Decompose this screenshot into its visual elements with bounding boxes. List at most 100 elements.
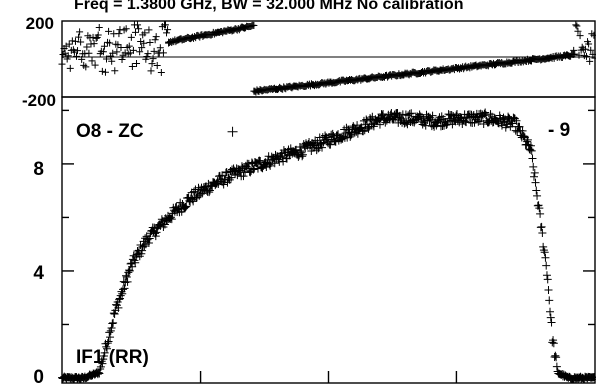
amp-point bbox=[512, 116, 521, 125]
phase-point bbox=[585, 40, 593, 48]
amp-point bbox=[256, 157, 265, 166]
phase-point bbox=[150, 47, 158, 55]
amp-point bbox=[121, 278, 130, 287]
phase-point bbox=[118, 56, 126, 64]
phase-point bbox=[65, 40, 73, 48]
phase-point bbox=[58, 60, 66, 68]
phase-tick-label-top: 200 bbox=[26, 14, 54, 33]
phase-point bbox=[101, 68, 109, 76]
phase-point bbox=[156, 44, 164, 52]
phase-point bbox=[587, 46, 595, 54]
phase-point bbox=[153, 62, 161, 70]
amp-point bbox=[221, 168, 230, 177]
amp-point bbox=[552, 353, 561, 362]
phase-point bbox=[70, 48, 78, 56]
phase-point bbox=[149, 55, 157, 63]
amp-point bbox=[122, 273, 131, 282]
amp-point bbox=[205, 186, 214, 195]
amp-point bbox=[501, 123, 510, 132]
amp-point bbox=[123, 277, 132, 286]
amp-point bbox=[115, 295, 124, 304]
amp-point bbox=[526, 145, 535, 154]
amp-point bbox=[278, 153, 287, 162]
amp-point bbox=[544, 285, 553, 294]
amp-point bbox=[375, 120, 384, 129]
amp-tick-label-0: 0 bbox=[33, 367, 44, 384]
amp-point bbox=[114, 303, 123, 312]
phase-point bbox=[159, 49, 167, 57]
phase-point bbox=[135, 25, 143, 33]
amp-point bbox=[538, 229, 547, 238]
phase-point bbox=[570, 46, 578, 54]
phase-point bbox=[111, 67, 119, 75]
phase-point bbox=[134, 21, 142, 29]
amp-point bbox=[533, 191, 542, 200]
polarization-label: IF1 (RR) bbox=[76, 347, 149, 368]
amp-point bbox=[546, 313, 555, 322]
amp-point bbox=[405, 109, 414, 118]
phase-point bbox=[66, 64, 74, 72]
phase-point bbox=[117, 44, 125, 52]
amp-point bbox=[535, 204, 544, 213]
phase-tick-label-bottom: -200 bbox=[22, 91, 56, 110]
amp-point bbox=[447, 110, 456, 119]
phase-point bbox=[250, 22, 258, 30]
amp-point bbox=[196, 190, 205, 199]
phase-point bbox=[76, 28, 84, 36]
amp-point bbox=[152, 228, 161, 237]
amp-point bbox=[98, 359, 107, 368]
amp-point bbox=[321, 131, 330, 140]
amp-point bbox=[537, 222, 546, 231]
amp-point bbox=[151, 232, 160, 241]
amp-point bbox=[118, 289, 127, 298]
phase-point bbox=[133, 60, 141, 68]
phase-point bbox=[94, 31, 102, 39]
amp-point bbox=[542, 271, 551, 280]
amp-point bbox=[314, 144, 323, 153]
amp-point bbox=[167, 213, 176, 222]
phase-point bbox=[64, 52, 72, 60]
phase-point bbox=[113, 48, 121, 56]
phase-point bbox=[83, 43, 91, 51]
amp-point bbox=[239, 172, 248, 181]
amp-point bbox=[547, 318, 556, 327]
phase-point bbox=[148, 60, 156, 68]
amp-point bbox=[270, 159, 279, 168]
phase-point bbox=[77, 38, 85, 46]
amp-point bbox=[353, 129, 362, 138]
amp-point bbox=[108, 319, 117, 328]
phase-point bbox=[136, 48, 144, 56]
phase-point bbox=[128, 63, 136, 71]
amp-point bbox=[180, 203, 189, 212]
phase-point bbox=[85, 49, 93, 57]
phase-point bbox=[109, 49, 117, 57]
phase-point bbox=[164, 26, 172, 34]
amp-point bbox=[497, 121, 506, 130]
amp-point bbox=[318, 143, 327, 152]
amp-point bbox=[105, 328, 114, 337]
amp-point bbox=[96, 362, 105, 371]
amp-point bbox=[307, 147, 316, 156]
amp-point bbox=[515, 122, 524, 131]
baseline-label: O8 - ZC bbox=[76, 121, 144, 142]
amp-point bbox=[510, 114, 519, 123]
amp-point bbox=[265, 160, 274, 169]
amp-point bbox=[539, 246, 548, 255]
amp-point bbox=[249, 165, 258, 174]
phase-point bbox=[127, 33, 135, 41]
amp-point bbox=[518, 126, 527, 135]
amp-point bbox=[227, 173, 236, 182]
phase-point bbox=[138, 44, 146, 52]
amplitude-panel: 0 4 8 O8 - ZC - 9 IF1 (RR) bbox=[33, 96, 596, 384]
phase-point bbox=[147, 67, 155, 75]
amp-point bbox=[181, 203, 190, 212]
amp-point bbox=[106, 333, 115, 342]
phase-point bbox=[571, 50, 579, 58]
phase-point bbox=[576, 32, 584, 40]
amp-point bbox=[96, 364, 105, 373]
phase-point bbox=[572, 21, 580, 29]
phase-point bbox=[105, 27, 113, 35]
amp-point bbox=[297, 148, 306, 157]
amp-point bbox=[102, 344, 111, 353]
amp-point bbox=[138, 246, 147, 255]
